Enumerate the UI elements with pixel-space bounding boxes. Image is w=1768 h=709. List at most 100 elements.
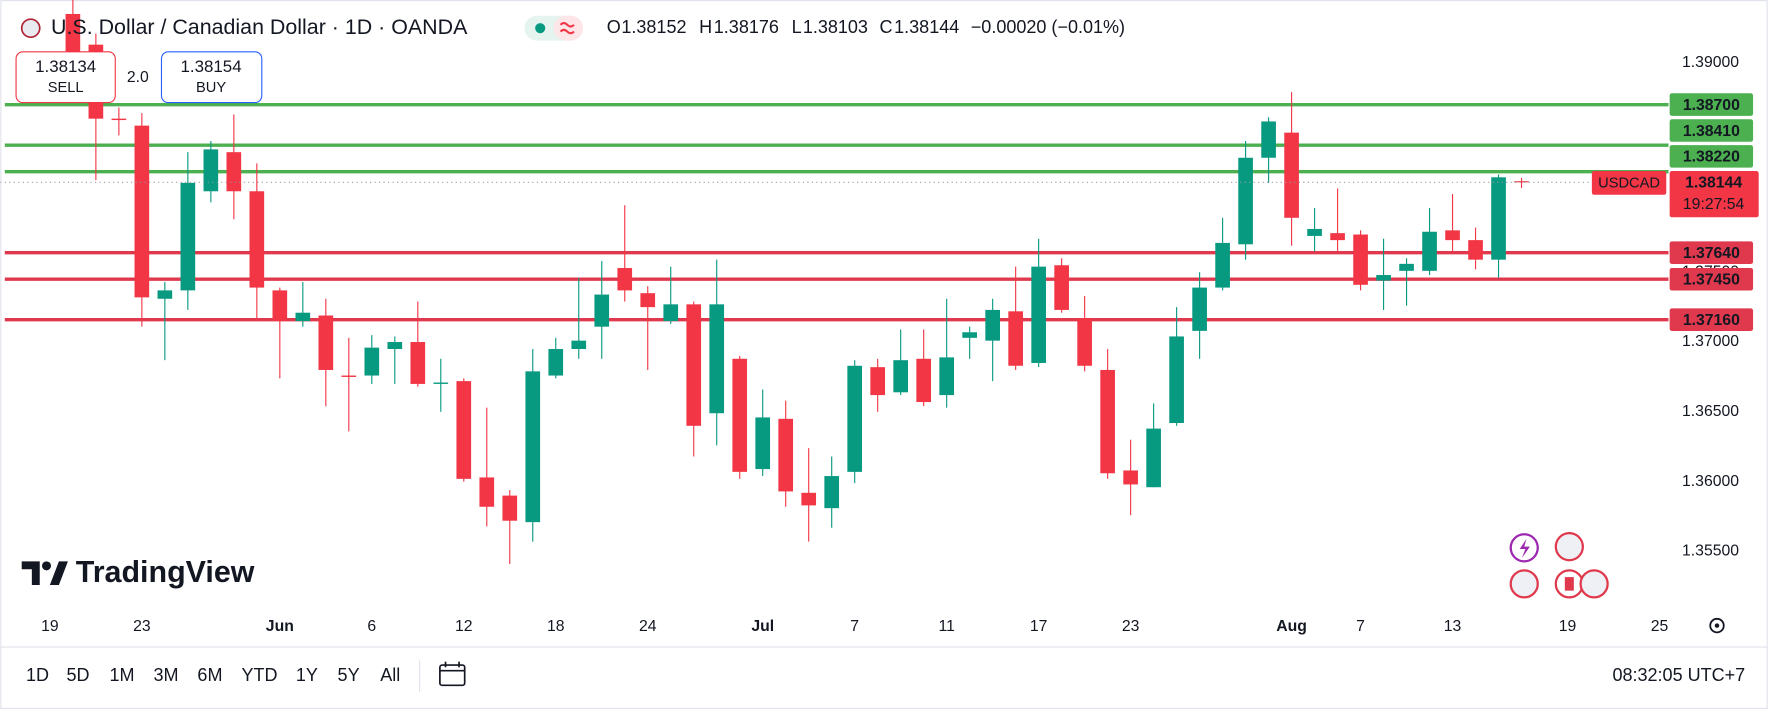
x-tick-label: Jun	[266, 618, 294, 635]
candle-body	[1238, 157, 1253, 245]
ohlc-label: L	[792, 17, 802, 37]
candle-body	[433, 382, 449, 384]
chart-title: U.S. Dollar / Canadian Dollar · 1D · OAN…	[51, 15, 468, 39]
y-tick-label: 1.36500	[1682, 403, 1739, 420]
range-button[interactable]: 3M	[153, 665, 178, 685]
x-tick-label: 23	[133, 618, 151, 635]
candle-body	[755, 417, 771, 470]
level-label-box	[1669, 308, 1754, 331]
candle-body	[410, 342, 426, 384]
candle-body	[1376, 275, 1391, 281]
candle-body	[1468, 240, 1483, 260]
y-tick-label: 1.37000	[1682, 333, 1739, 350]
candle-body	[295, 312, 311, 322]
candle-body	[985, 309, 1000, 341]
candle-body	[180, 182, 196, 291]
plot-area	[0, 0, 1669, 565]
candle-body	[640, 293, 656, 308]
sell-button[interactable]	[15, 51, 116, 104]
y-tick-label: 1.35500	[1682, 543, 1739, 560]
level-label-box	[1669, 145, 1754, 168]
candle-body	[709, 304, 725, 414]
candle-body	[617, 268, 633, 291]
status-pill-right	[553, 15, 584, 41]
x-tick-label: 7	[850, 618, 859, 635]
y-tick-label: 1.36000	[1682, 473, 1739, 490]
candle-body	[1307, 228, 1322, 236]
candle-body	[1192, 287, 1207, 331]
candle-body	[1077, 318, 1092, 366]
candle-body	[1054, 265, 1069, 310]
range-button[interactable]: 6M	[197, 665, 222, 685]
x-tick-label: 18	[547, 618, 565, 635]
candle-body	[1261, 121, 1276, 158]
range-button[interactable]: All	[380, 665, 400, 685]
flag-icon	[20, 18, 41, 39]
ohlc-value: 1.38152	[621, 17, 686, 37]
candle-body	[1491, 177, 1506, 260]
candle-body	[1169, 336, 1184, 424]
buy-button[interactable]	[160, 51, 263, 104]
level-label: 1.38220	[1683, 149, 1740, 166]
level-label: 1.38410	[1683, 123, 1740, 140]
x-tick-label: 25	[1651, 618, 1669, 635]
candle-body	[824, 476, 840, 509]
clock[interactable]: 08:32:05 UTC+7	[1612, 665, 1745, 685]
ohlc-value: 1.38176	[714, 17, 779, 37]
candle-body	[387, 342, 403, 350]
candle-body	[1284, 132, 1299, 218]
x-tick-label: 7	[1356, 618, 1365, 635]
candle-body	[525, 371, 541, 523]
settings-icon-center	[1714, 623, 1720, 628]
candle-body	[1445, 230, 1460, 241]
price-change: −0.00020 (−0.01%)	[971, 17, 1125, 37]
candle-body	[1399, 263, 1414, 271]
candle-body	[502, 495, 518, 521]
range-button[interactable]: 1D	[26, 665, 49, 685]
candle-body	[65, 13, 81, 56]
range-button[interactable]: 5Y	[338, 665, 360, 685]
candle-body	[732, 358, 748, 472]
x-tick-label: 11	[938, 618, 954, 635]
candle-body	[847, 365, 863, 472]
range-button[interactable]: 1Y	[296, 665, 318, 685]
x-tick-label: 6	[367, 618, 376, 635]
sell-label: SELL	[48, 80, 84, 96]
candle-body	[249, 191, 265, 288]
candle-body	[663, 304, 679, 322]
candle-body	[801, 492, 817, 506]
logo-text: TradingView	[76, 555, 255, 589]
candle-body	[272, 290, 288, 322]
candle-body	[1330, 233, 1345, 241]
candle-body	[1031, 266, 1046, 363]
sell-price: 1.38134	[35, 57, 96, 76]
candle-body	[1008, 311, 1023, 366]
settings-icon[interactable]	[1709, 617, 1725, 634]
ohlc-label: O	[607, 17, 621, 37]
candle-body	[226, 152, 242, 192]
candle-body	[571, 340, 587, 350]
goto-date-icon[interactable]	[439, 661, 466, 687]
candle-body	[318, 315, 334, 370]
ohlc-label: H	[699, 17, 712, 37]
candle-body	[939, 357, 954, 396]
x-tick-label: 19	[41, 618, 59, 635]
last-price-label: 1.38144	[1685, 175, 1742, 192]
spread: 2.0	[127, 69, 149, 86]
candle-body	[962, 332, 977, 338]
candle-body	[1100, 369, 1115, 474]
candle-body	[916, 358, 932, 403]
level-label-box	[1669, 241, 1754, 264]
level-label: 1.37640	[1683, 245, 1740, 262]
range-button[interactable]: YTD	[242, 665, 278, 685]
range-button[interactable]: 5D	[67, 665, 90, 685]
candle-body	[479, 477, 495, 507]
candle-body	[686, 304, 702, 426]
range-button[interactable]: 1M	[110, 665, 135, 685]
candle-body	[1146, 428, 1161, 488]
candle-body	[893, 360, 909, 393]
